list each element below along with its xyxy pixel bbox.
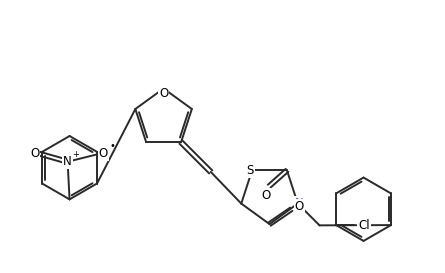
Text: N: N	[63, 155, 72, 168]
Text: Cl: Cl	[358, 219, 370, 232]
Text: O: O	[99, 147, 108, 160]
Text: O: O	[30, 147, 40, 160]
Text: O: O	[262, 189, 271, 202]
Text: O: O	[295, 200, 304, 213]
Text: N: N	[295, 197, 304, 210]
Text: •: •	[109, 141, 115, 151]
Text: S: S	[247, 164, 254, 177]
Text: O: O	[159, 87, 168, 100]
Text: +: +	[73, 150, 79, 159]
